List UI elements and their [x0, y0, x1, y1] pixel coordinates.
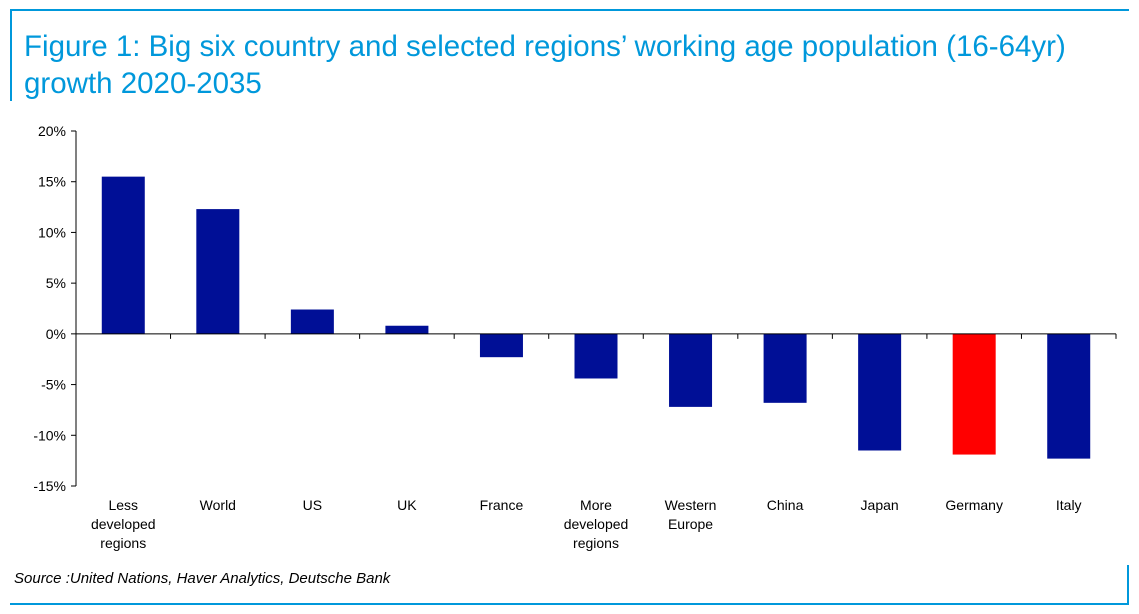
bar-less-developed-regions	[101, 176, 145, 334]
x-tick-label: World	[200, 497, 236, 513]
y-tick-label: -15%	[33, 478, 66, 494]
bar-germany	[952, 333, 996, 455]
x-tick-label: Western Europe	[665, 497, 717, 532]
x-tick-label: China	[767, 497, 804, 513]
x-tick-label: Italy	[1056, 497, 1082, 513]
y-tick-label: 0%	[46, 326, 66, 342]
x-tick-label: Less developed regions	[91, 497, 156, 551]
x-tick-label: Japan	[861, 497, 899, 513]
y-tick-label: 15%	[38, 174, 66, 190]
source-note: Source :United Nations, Haver Analytics,…	[14, 570, 391, 587]
y-tick-label: 10%	[38, 224, 66, 240]
bottom-border-rule	[10, 603, 1129, 605]
title-side-rule	[10, 11, 12, 101]
bar-france	[479, 333, 523, 358]
bar-western-europe	[669, 333, 713, 407]
x-tick-label: More developed regions	[564, 497, 629, 551]
right-border-rule	[1127, 565, 1129, 605]
x-tick-label: US	[303, 497, 322, 513]
x-tick-label: UK	[397, 497, 417, 513]
bar-japan	[858, 333, 902, 451]
bar-italy	[1047, 333, 1091, 459]
bar-more-developed-regions	[574, 333, 618, 379]
y-tick-label: -5%	[41, 377, 66, 393]
figure-title: Figure 1: Big six country and selected r…	[24, 30, 1066, 100]
bar-china	[763, 333, 807, 403]
y-tick-label: 20%	[38, 123, 66, 139]
bar-chart: -15% -10% -5% 0% 5% 10% 15% 20% Less developed reg…	[33, 123, 1117, 551]
x-tick-label: Germany	[945, 497, 1003, 513]
bar-uk	[385, 325, 429, 334]
x-tick-label: France	[480, 497, 524, 513]
bar-world	[196, 209, 240, 334]
top-border-rule	[10, 9, 1129, 11]
y-tick-label: 5%	[46, 275, 66, 291]
y-tick-label: -10%	[33, 427, 66, 443]
bar-us	[290, 309, 334, 334]
